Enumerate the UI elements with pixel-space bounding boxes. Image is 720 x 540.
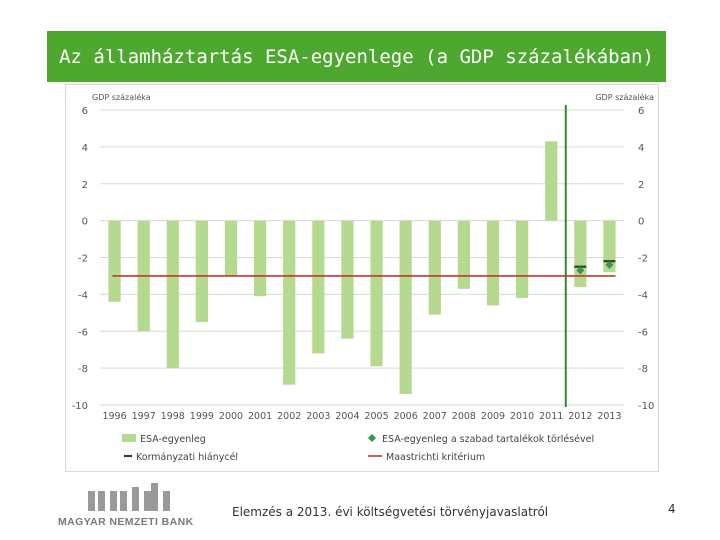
x-tick-label: 2005 — [364, 411, 388, 422]
bar-2011 — [545, 141, 558, 221]
x-tick-label: 1999 — [190, 411, 214, 422]
bar-2012 — [574, 220, 587, 287]
page-number: 4 — [668, 502, 676, 516]
bar-1996 — [108, 220, 121, 302]
bar-2006 — [399, 220, 412, 394]
slide-title-bar: Az államháztartás ESA-egyenlege (a GDP s… — [47, 31, 666, 82]
x-tick-label: 2008 — [452, 411, 476, 422]
y-tick-label-right: -8 — [638, 364, 648, 375]
y-tick-label-right: -10 — [638, 401, 654, 412]
x-tick-label: 2013 — [597, 411, 621, 422]
x-tick-label: 2001 — [248, 411, 272, 422]
x-tick-label: 1996 — [102, 411, 126, 422]
legend-label: ESA-egyenleg a szabad tartalékok törlésé… — [382, 434, 594, 445]
x-tick-label: 2012 — [568, 411, 592, 422]
y-tick-label-left: 4 — [82, 143, 88, 154]
logo-text: MAGYAR NEMZETI BANK — [58, 516, 194, 528]
free-reserves-point-2013 — [605, 260, 614, 269]
bar-2010 — [515, 220, 529, 299]
legend-swatch-bar — [122, 434, 136, 442]
x-tick-label: 2004 — [335, 411, 359, 422]
bar-1998 — [166, 220, 179, 369]
x-tick-label: 1998 — [161, 411, 185, 422]
bar-2007 — [428, 220, 441, 315]
slide-title: Az államháztartás ESA-egyenlege (a GDP s… — [59, 45, 654, 68]
y-tick-label-right: -6 — [638, 327, 648, 338]
y-tick-label-left: -4 — [78, 290, 88, 301]
x-tick-label: 2010 — [510, 411, 534, 422]
bar-2003 — [312, 220, 325, 354]
y-tick-label-left: 6 — [82, 106, 88, 117]
x-tick-label: 2006 — [394, 411, 418, 422]
esa-balance-chart: 6 6 4 4 2 2 0 0 -2 -2 -4 -4 -6 -6 -8 -8 -10 -10 GDP százal… — [72, 92, 655, 463]
x-tick-label: 2007 — [423, 411, 447, 422]
bar-2002 — [283, 220, 296, 385]
y-tick-label-left: -2 — [78, 254, 88, 265]
right-axis-label: GDP százaléka — [595, 92, 654, 102]
mnb-logo: MAGYAR NEMZETI BANK — [58, 480, 206, 530]
x-tick-label: 1997 — [132, 411, 156, 422]
bar-2001 — [253, 220, 267, 297]
y-tick-label-left: 2 — [82, 180, 88, 191]
free-reserves-point-2012 — [576, 266, 585, 275]
x-tick-label: 2011 — [539, 411, 563, 422]
bar-2004 — [341, 220, 354, 339]
y-tick-label-right: 2 — [638, 180, 644, 191]
bar-2008 — [457, 220, 471, 289]
bar-2005 — [370, 220, 383, 367]
bar-2009 — [486, 220, 500, 306]
x-tick-label: 2003 — [306, 411, 330, 422]
y-tick-label-right: -2 — [638, 254, 648, 265]
y-tick-label-right: 0 — [638, 217, 644, 228]
y-tick-label-left: -8 — [78, 364, 88, 375]
y-tick-label-right: 6 — [638, 106, 644, 117]
legend-label: ESA-egyenleg — [140, 434, 206, 445]
x-tick-label: 2009 — [481, 411, 505, 422]
x-tick-label: 2002 — [277, 411, 301, 422]
chart-frame: 6 6 4 4 2 2 0 0 -2 -2 -4 -4 -6 -6 -8 -8 -10 -10 GDP százal… — [65, 84, 659, 472]
bar-2013 — [603, 220, 616, 273]
legend-swatch-diamond — [368, 434, 376, 442]
bank-logo-icon — [88, 483, 170, 511]
left-axis-label: GDP százaléka — [92, 92, 151, 102]
footer-subtitle: Elemzés a 2013. évi költségvetési törvén… — [232, 505, 549, 519]
y-tick-label-left: -10 — [72, 401, 88, 412]
y-tick-label-right: -4 — [638, 290, 648, 301]
x-tick-label: 2000 — [219, 411, 243, 422]
legend-label: Maastrichti kritérium — [386, 452, 485, 463]
bar-1999 — [195, 220, 209, 323]
y-tick-label-left: -6 — [78, 327, 88, 338]
y-tick-label-left: 0 — [82, 217, 88, 228]
bar-2000 — [224, 220, 238, 276]
legend-label: Kormányzati hiánycél — [136, 452, 238, 463]
y-tick-label-right: 4 — [638, 143, 644, 154]
